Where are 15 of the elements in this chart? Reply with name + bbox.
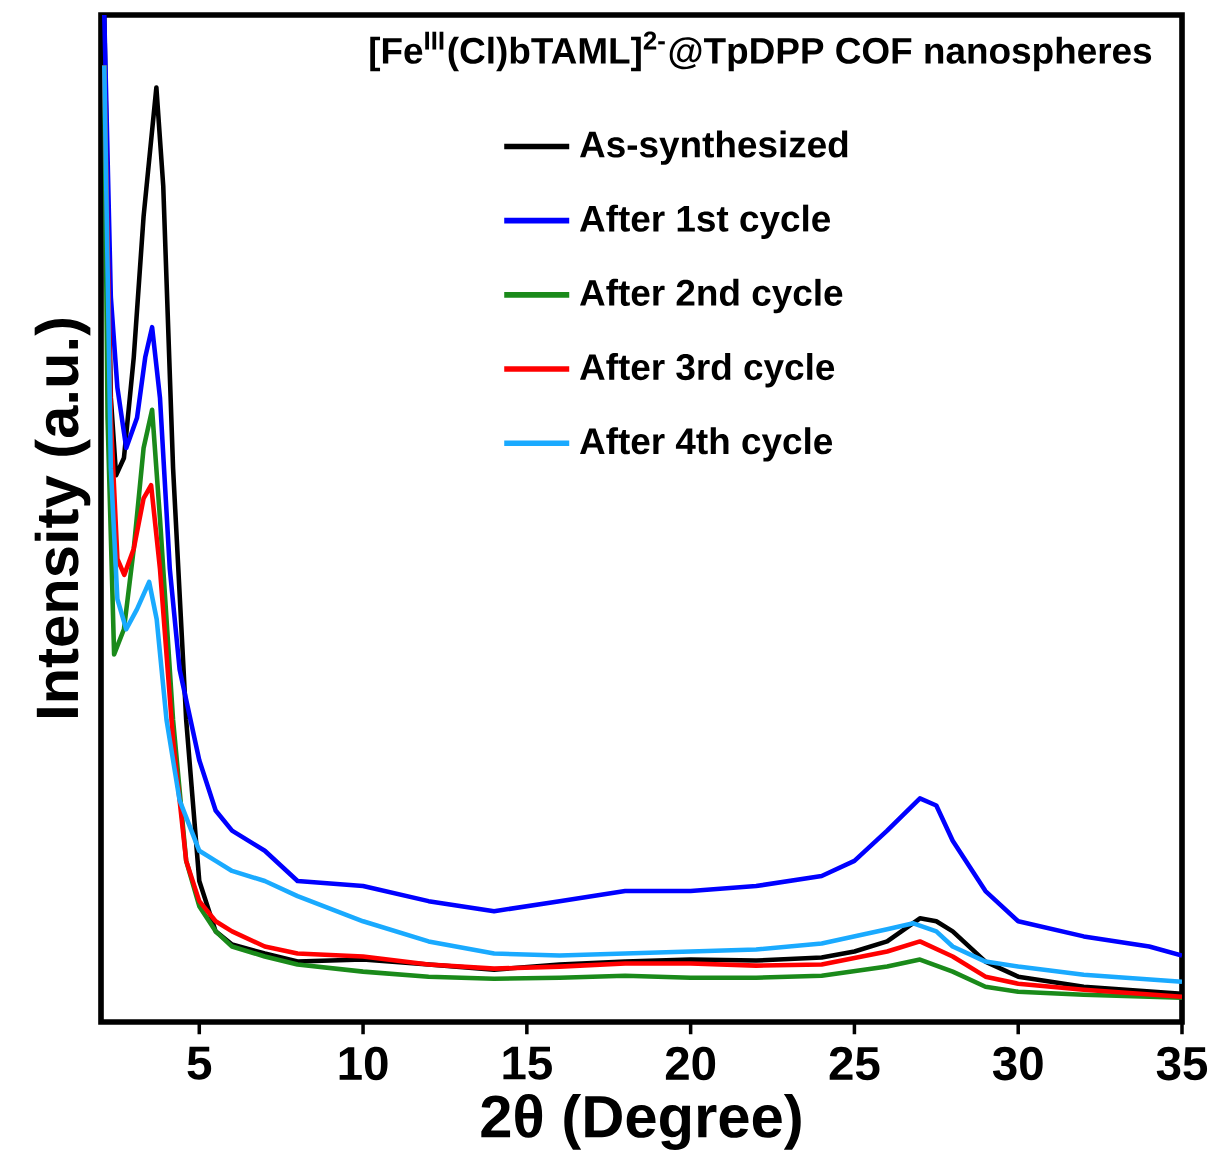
x-tick-label: 35 [1156,1046,1208,1081]
x-tick-label: 25 [829,1046,880,1081]
x-tick-label: 10 [339,1046,388,1081]
legend-label: After 2nd cycle [580,278,843,314]
x-tick-label: 30 [992,1046,1043,1081]
y-axis-title: Intensity (a.u.) [34,318,91,717]
x-tick-label: 15 [503,1046,552,1080]
chart-title: [Fe$^{III}$(Cl)bTAML]$^{2-}$@TpDPP COF nanospheres [370,31,1152,72]
legend-label: After 1st cycle [580,204,831,240]
x-tick-label: 5 [187,1046,212,1080]
x-tick-label: 20 [665,1046,716,1081]
legend-label: After 4th cycle [580,427,833,462]
x-axis-title: 2θ (Degree) [481,1093,801,1150]
legend-label: After 3rd cycle [580,353,835,388]
legend-label: As-synthesized [580,130,848,165]
